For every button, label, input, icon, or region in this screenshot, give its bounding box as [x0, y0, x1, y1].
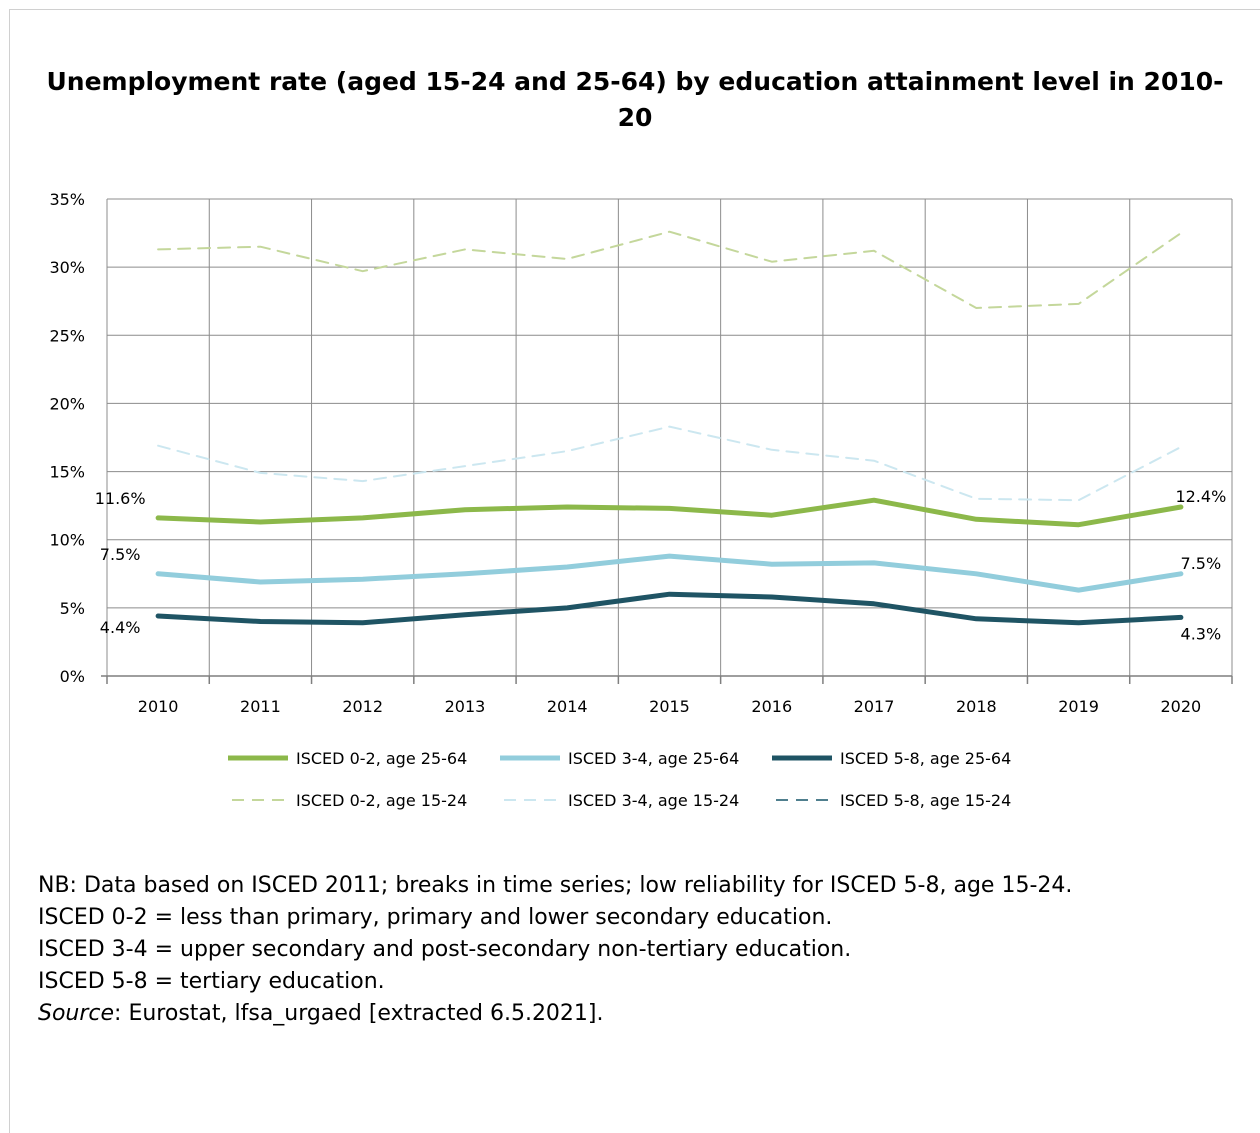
- line-chart: 0% 5% 10% 15% 20% 25% 30% 35% 2010 2011 2012 2013 20…: [49, 190, 1233, 810]
- data-label: 11.6%: [95, 489, 146, 508]
- x-tick-label: 2014: [547, 697, 588, 716]
- source-label: Source: [38, 1001, 115, 1026]
- legend-label: ISCED 5-8, age 15-24: [840, 791, 1011, 810]
- x-tick-label: 2010: [138, 697, 179, 716]
- series-line-3: [155, 591, 1184, 626]
- note-line-4: ISCED 5-8 = tertiary education.: [38, 969, 385, 994]
- data-label: 7.5%: [1181, 554, 1222, 573]
- legend-label: ISCED 3-4, age 15-24: [568, 791, 739, 810]
- data-label: 4.4%: [100, 618, 141, 637]
- x-tick-label: 2020: [1161, 697, 1202, 716]
- chart-frame: [9, 9, 1260, 1133]
- legend-label: ISCED 0-2, age 15-24: [296, 791, 467, 810]
- series-line-5: [157, 425, 1182, 502]
- legend-label: ISCED 0-2, age 25-64: [296, 749, 467, 768]
- x-tick-label: 2011: [240, 697, 281, 716]
- series-line-1: [155, 497, 1184, 528]
- note-line-3: ISCED 3-4 = upper secondary and post-sec…: [38, 937, 852, 962]
- y-tick-label: 0%: [60, 667, 85, 686]
- source-text: : Eurostat, lfsa_urgaed [extracted 6.5.2…: [114, 1001, 604, 1026]
- data-label: 7.5%: [100, 545, 141, 564]
- y-tick-label: 35%: [49, 190, 85, 209]
- chart-title: Unemployment rate (aged 15-24 and 25-64)…: [46, 67, 1224, 132]
- series-line-4: [157, 230, 1182, 309]
- y-tick-label: 20%: [49, 394, 85, 413]
- x-tick-label: 2012: [342, 697, 383, 716]
- y-tick-label: 30%: [49, 258, 85, 277]
- chart-notes: NB: Data based on ISCED 2011; breaks in …: [38, 870, 1228, 1030]
- series-line-2: [155, 553, 1184, 593]
- y-tick-label: 25%: [49, 326, 85, 345]
- note-line-1: NB: Data based on ISCED 2011; breaks in …: [38, 873, 1073, 898]
- data-label: 4.3%: [1181, 624, 1222, 643]
- data-label: 12.4%: [1175, 487, 1226, 506]
- x-tick-label: 2016: [751, 697, 792, 716]
- source-line: Source: Eurostat, lfsa_urgaed [extracted…: [38, 998, 1228, 1030]
- x-tick-label: 2019: [1058, 697, 1099, 716]
- note-line-2: ISCED 0-2 = less than primary, primary a…: [38, 905, 833, 930]
- legend-label: ISCED 3-4, age 25-64: [568, 749, 739, 768]
- y-tick-label: 10%: [49, 531, 85, 550]
- x-tick-label: 2015: [649, 697, 690, 716]
- x-tick-label: 2017: [854, 697, 895, 716]
- y-tick-label: 15%: [49, 463, 85, 482]
- y-tick-label: 5%: [60, 599, 85, 618]
- x-tick-label: 2018: [956, 697, 997, 716]
- legend-label: ISCED 5-8, age 25-64: [840, 749, 1011, 768]
- x-tick-label: 2013: [445, 697, 486, 716]
